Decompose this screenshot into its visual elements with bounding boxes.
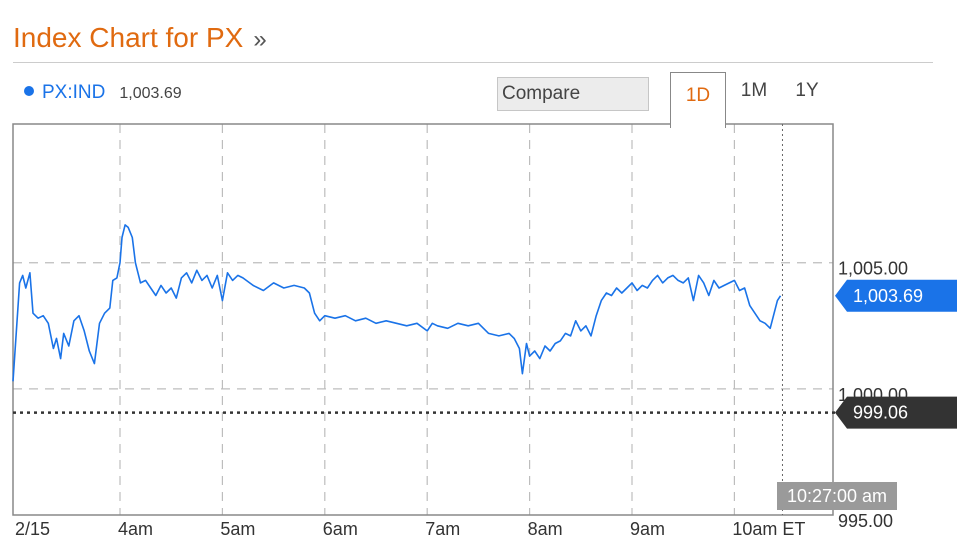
x-tick-label: 5am <box>220 519 255 539</box>
grid-lines <box>13 124 833 515</box>
chart-title: Index Chart for PX » <box>13 22 267 54</box>
last-price-flag-label: 1,003.69 <box>853 286 923 306</box>
previous-close-flag <box>835 396 957 429</box>
title-divider <box>13 62 933 63</box>
y-tick-label: 995.00 <box>838 511 893 531</box>
x-tick-label: 6am <box>323 519 358 539</box>
x-tick-label: 2/15 <box>15 519 50 539</box>
double-chevron-right-icon[interactable]: » <box>253 26 267 53</box>
last-price-flag <box>835 279 957 312</box>
tab-1y[interactable]: 1Y <box>795 80 819 101</box>
series-line-px-ind <box>12 224 782 382</box>
compare-input[interactable]: Compare <box>497 77 649 111</box>
x-axis-ticks: 2/15 4am 5am 6am 7am 8am 9am 10am ET <box>15 519 805 539</box>
x-tick-label: 4am <box>118 519 153 539</box>
y-tick-label: 1,005.00 <box>838 259 908 279</box>
crosshair-time-label: 10:27:00 am <box>777 482 897 510</box>
x-tick-label: 10am ET <box>732 519 805 539</box>
chart-title-text: Index Chart for PX <box>13 22 244 53</box>
tab-1m[interactable]: 1M <box>740 80 768 101</box>
plot-frame <box>12 123 834 516</box>
price-flags: 1,003.69 999.06 <box>835 279 957 429</box>
series-dot-icon <box>24 86 34 96</box>
x-tick-label: 9am <box>630 519 665 539</box>
x-tick-label: 7am <box>425 519 460 539</box>
previous-close-flag-label: 999.06 <box>853 403 908 423</box>
tab-1d[interactable]: 1D <box>670 72 726 128</box>
legend-value: 1,003.69 <box>119 85 182 102</box>
x-tick-label: 8am <box>528 519 563 539</box>
legend: PX:IND 1,003.69 <box>24 82 182 104</box>
legend-symbol[interactable]: PX:IND <box>42 82 106 103</box>
